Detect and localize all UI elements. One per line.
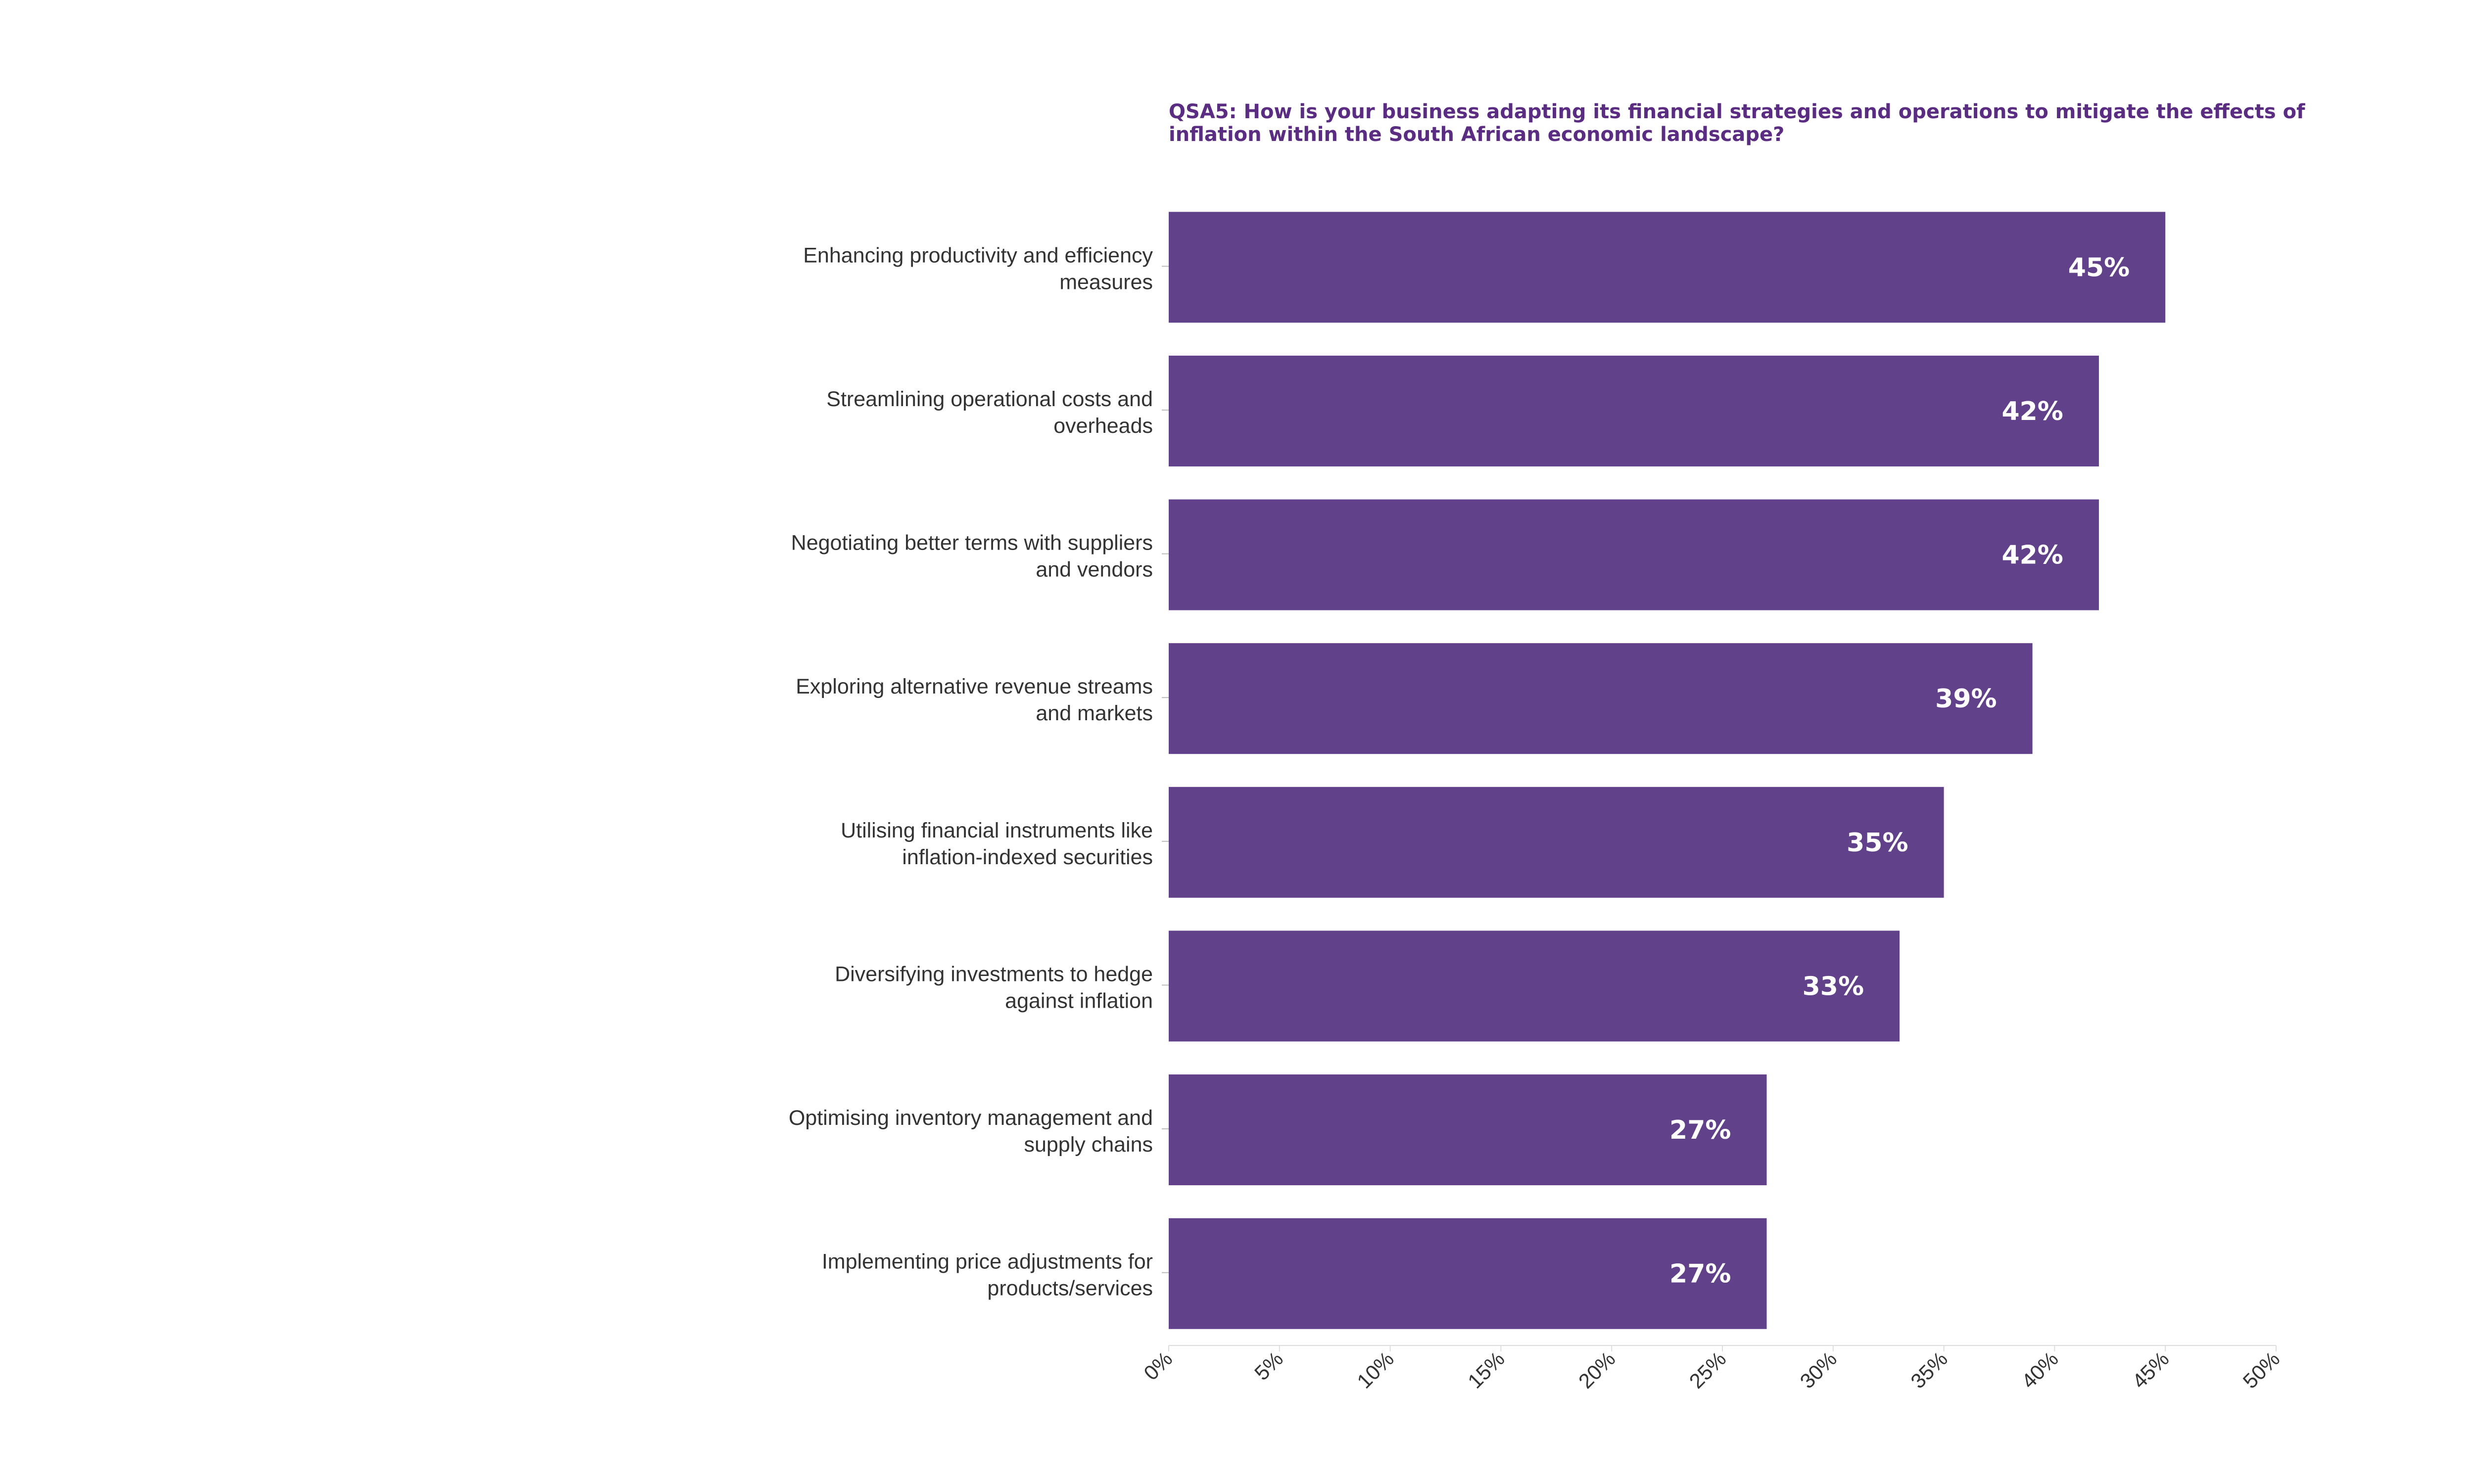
category-label: Optimising inventory management and suppl… — [789, 1106, 1153, 1157]
category-label-line: and vendors — [1036, 558, 1153, 582]
x-tick-label: 5% — [1250, 1347, 1287, 1385]
x-tick-label: 20% — [1574, 1347, 1620, 1393]
x-tick-label: 50% — [2238, 1347, 2284, 1393]
category-labels-layer: Enhancing productivity and efficiency mea… — [789, 243, 1169, 1300]
category-label-line: measures — [1059, 270, 1153, 294]
bar — [1169, 643, 2033, 754]
bar — [1169, 930, 1900, 1042]
category-label-line: products/services — [987, 1277, 1153, 1300]
x-axis: 0% 5% 10% 15% 20% 25% 30% 35% 40% 45% 50% — [1139, 1345, 2284, 1393]
bar — [1169, 1074, 1767, 1186]
data-label: 42% — [2001, 541, 2063, 570]
category-label-line: Enhancing productivity and efficiency — [803, 243, 1153, 267]
x-tick-label: 30% — [1795, 1347, 1841, 1393]
category-label-line: inflation-indexed securities — [902, 845, 1153, 869]
bar — [1169, 787, 1944, 898]
x-tick-label: 0% — [1139, 1347, 1177, 1385]
category-label-line: Exploring alternative revenue streams — [796, 675, 1153, 698]
data-label: 35% — [1847, 828, 1908, 858]
x-tick-label: 15% — [1463, 1347, 1509, 1393]
category-label-line: Streamlining operational costs and — [826, 387, 1153, 411]
x-tick-label: 45% — [2128, 1347, 2174, 1393]
data-label: 27% — [1669, 1115, 1731, 1145]
x-tick-label: 10% — [1352, 1347, 1398, 1393]
bar — [1169, 212, 2166, 323]
category-label: Enhancing productivity and efficiency mea… — [803, 243, 1153, 294]
category-label-line: supply chains — [1024, 1133, 1153, 1157]
x-tick-label: 40% — [2017, 1347, 2063, 1393]
category-label-line: Optimising inventory management and — [789, 1106, 1153, 1130]
data-label: 27% — [1669, 1259, 1731, 1289]
category-label: Negotiating better terms with suppliers a… — [791, 531, 1153, 582]
category-label-line: and markets — [1036, 701, 1153, 725]
category-label-line: Implementing price adjustments for — [822, 1250, 1153, 1274]
category-label: Utilising financial instruments like infl… — [841, 819, 1153, 869]
data-label: 33% — [1803, 972, 1864, 1001]
bars-layer: 45% 42% 42% 39% 35% 33% 27% 27% — [1169, 212, 2166, 1329]
x-tick-label: 35% — [1906, 1347, 1952, 1393]
x-tick-label: 25% — [1685, 1347, 1731, 1393]
data-label: 42% — [2001, 397, 2063, 426]
bar — [1169, 499, 2099, 610]
category-label-line: against inflation — [1005, 989, 1153, 1013]
chart-title: QSA5: How is your business adapting its … — [1169, 100, 2305, 146]
bar — [1169, 1218, 1767, 1329]
category-label: Diversifying investments to hedge against… — [835, 962, 1153, 1013]
category-label-line: overheads — [1053, 414, 1153, 438]
data-label: 39% — [1935, 684, 1997, 714]
category-label-line: Utilising financial instruments like — [841, 819, 1153, 842]
category-label-line: Diversifying investments to hedge — [835, 962, 1153, 986]
category-label: Implementing price adjustments for produc… — [822, 1250, 1153, 1300]
data-label: 45% — [2068, 253, 2130, 282]
bar — [1169, 355, 2099, 466]
category-label-line: Negotiating better terms with suppliers — [791, 531, 1153, 555]
category-label: Streamlining operational costs and overhe… — [826, 387, 1153, 438]
category-label: Exploring alternative revenue streams and… — [796, 675, 1153, 725]
